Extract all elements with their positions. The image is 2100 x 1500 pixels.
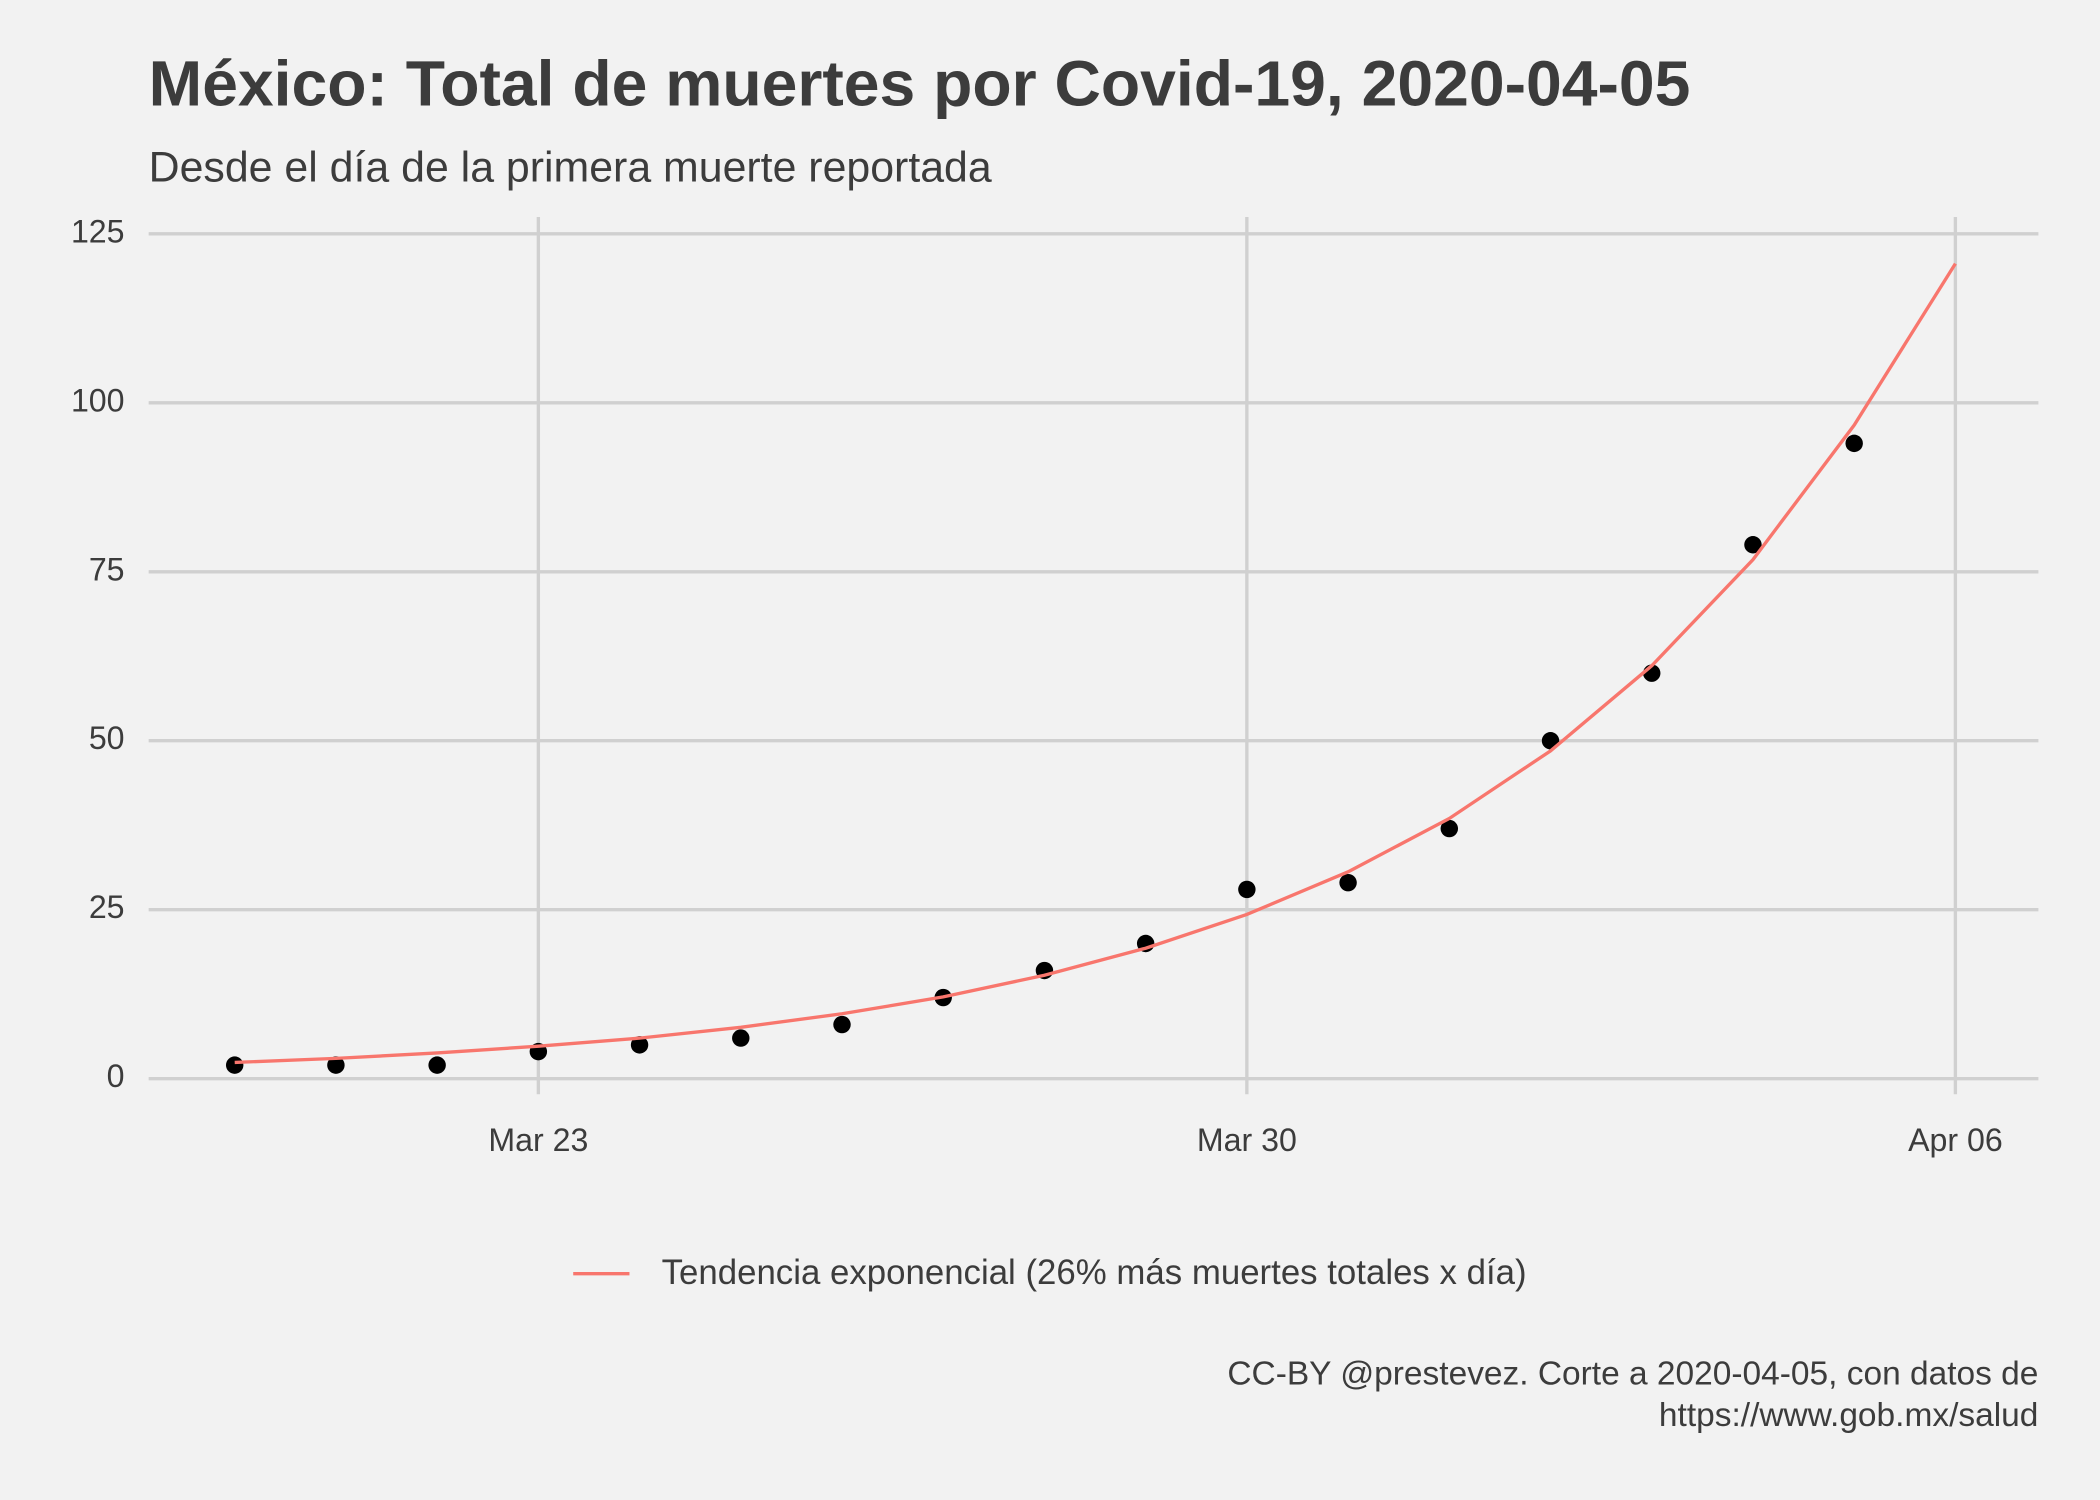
- data-point: [1845, 434, 1863, 453]
- caption: CC-BY @prestevez. Corte a 2020-04-05, co…: [1227, 1355, 2038, 1392]
- data-point: [732, 1029, 750, 1047]
- data-point: [225, 1056, 244, 1074]
- x-tick-label: Mar 23: [488, 1122, 588, 1158]
- data-point: [327, 1056, 345, 1074]
- y-tick-label: 0: [107, 1058, 125, 1094]
- data-point: [1440, 819, 1459, 838]
- data-point: [1339, 873, 1357, 892]
- chart-title: México: Total de muertes por Covid-19, 2…: [149, 47, 1691, 119]
- x-tick-label: Apr 06: [1908, 1122, 2003, 1158]
- legend-label: Tendencia exponencial (26% más muertes t…: [662, 1253, 1527, 1292]
- y-tick-label: 125: [71, 213, 125, 249]
- y-tick-label: 50: [89, 720, 125, 756]
- chart-subtitle: Desde el día de la primera muerte report…: [149, 143, 992, 191]
- data-point: [833, 1015, 851, 1034]
- caption: https://www.gob.mx/salud: [1659, 1397, 2038, 1434]
- data-point: [630, 1036, 649, 1054]
- y-tick-label: 75: [89, 551, 125, 587]
- data-point: [1238, 880, 1256, 899]
- y-tick-label: 25: [89, 889, 125, 925]
- trend-line: [234, 262, 1957, 1065]
- data-point: [428, 1056, 446, 1074]
- data-point: [1744, 536, 1762, 554]
- x-tick-label: Mar 30: [1197, 1122, 1297, 1158]
- y-tick-label: 100: [71, 382, 125, 418]
